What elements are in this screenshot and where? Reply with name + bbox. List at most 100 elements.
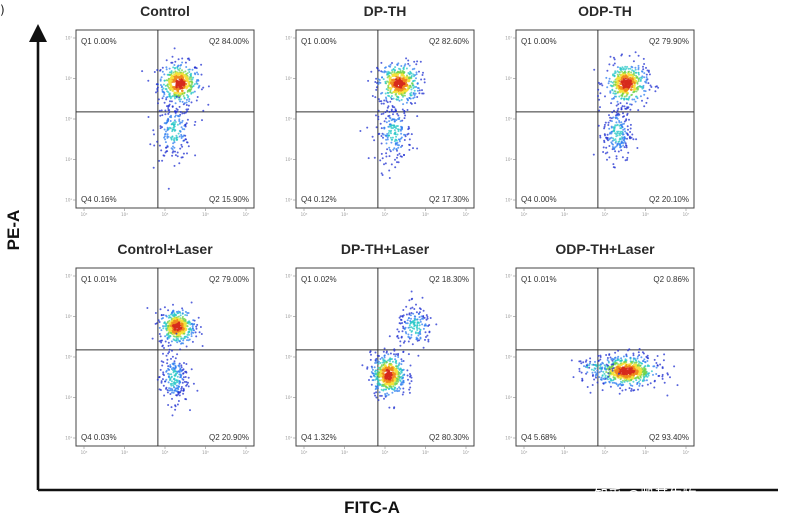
- event-dot: [171, 151, 174, 154]
- event-dot: [182, 103, 185, 106]
- event-dot: [636, 381, 639, 384]
- event-dot: [658, 374, 661, 377]
- event-dot: [167, 83, 169, 86]
- event-dot: [637, 66, 640, 69]
- event-dot: [177, 391, 180, 394]
- event-dot: [639, 371, 643, 374]
- event-dot: [617, 355, 620, 358]
- event-dot: [616, 100, 619, 103]
- event-dot: [394, 131, 397, 134]
- event-dot: [386, 80, 389, 83]
- event-dot: [406, 322, 409, 325]
- event-dot: [380, 61, 383, 64]
- event-dot: [633, 87, 636, 90]
- event-dot: [635, 372, 638, 375]
- event-dot: [170, 100, 173, 103]
- event-dot: [162, 95, 165, 98]
- event-dot: [395, 98, 398, 101]
- event-dot: [379, 362, 382, 364]
- event-dot: [385, 99, 388, 102]
- event-dot: [409, 101, 412, 104]
- event-dot: [167, 316, 170, 319]
- event-dot: [385, 155, 388, 158]
- event-dot: [179, 71, 182, 74]
- event-dot: [383, 163, 385, 166]
- event-dot: [405, 313, 408, 316]
- event-dot: [187, 95, 190, 98]
- event-dot: [623, 105, 626, 108]
- event-dot: [663, 353, 666, 356]
- event-dot: [393, 353, 395, 356]
- event-dot: [384, 70, 387, 73]
- event-dot: [633, 98, 636, 101]
- event-dot: [156, 69, 159, 71]
- event-dot: [180, 63, 183, 66]
- event-dot: [425, 336, 427, 338]
- event-dot: [407, 59, 410, 62]
- event-dot: [197, 79, 200, 82]
- event-dot: [180, 133, 183, 136]
- event-dot: [389, 91, 392, 94]
- event-dot: [640, 86, 643, 88]
- event-dot: [622, 112, 624, 115]
- event-dot: [190, 322, 193, 325]
- event-dot: [594, 364, 597, 367]
- event-dot: [616, 70, 619, 73]
- event-dot: [588, 366, 591, 369]
- event-dot: [378, 132, 381, 135]
- event-dot: [410, 333, 413, 336]
- event-dot: [161, 364, 164, 367]
- event-dot: [408, 148, 411, 151]
- event-dot: [414, 315, 417, 318]
- event-dot: [597, 354, 600, 357]
- event-dot: [397, 380, 400, 383]
- event-dot: [624, 65, 627, 68]
- event-dot: [607, 375, 610, 378]
- event-dot: [178, 162, 181, 165]
- event-dot: [370, 353, 372, 356]
- event-dot: [168, 71, 171, 74]
- event-dot: [637, 377, 640, 380]
- event-dot: [603, 364, 606, 367]
- event-dot: [168, 111, 171, 114]
- event-dot: [377, 109, 380, 112]
- event-dot: [165, 378, 168, 381]
- event-dot: [632, 380, 635, 383]
- event-dot: [380, 394, 383, 397]
- y-tick-label: 10⁷: [505, 36, 512, 41]
- event-dot: [382, 350, 385, 353]
- event-dot: [591, 363, 594, 366]
- quadrant-label-q1: Q1 0.01%: [521, 275, 557, 284]
- event-dot: [173, 146, 176, 149]
- event-dot: [625, 353, 628, 356]
- event-dot: [614, 141, 617, 144]
- event-dot: [393, 120, 396, 123]
- y-tick-label: 10⁴: [505, 395, 512, 400]
- event-dot: [395, 92, 398, 95]
- event-dot: [387, 94, 390, 97]
- event-dot: [631, 369, 634, 373]
- event-dot: [391, 104, 394, 107]
- event-dot: [371, 95, 374, 97]
- event-dot: [394, 158, 396, 161]
- plot-frame: [515, 29, 695, 209]
- event-dot: [171, 391, 173, 394]
- event-dot: [184, 70, 187, 73]
- event-dot: [604, 95, 606, 98]
- event-dot: [621, 90, 624, 93]
- event-dot: [400, 335, 403, 338]
- event-dot: [392, 113, 394, 116]
- event-dot: [369, 358, 372, 361]
- event-dot: [416, 89, 419, 92]
- event-dot: [643, 89, 646, 92]
- event-dot: [178, 98, 181, 101]
- x-tick-label: 10⁴: [561, 212, 568, 217]
- event-dot: [412, 320, 415, 322]
- event-dot: [376, 354, 379, 357]
- event-dot: [644, 90, 647, 93]
- event-dot: [383, 378, 386, 382]
- event-dot: [156, 90, 159, 92]
- event-dot: [604, 381, 607, 384]
